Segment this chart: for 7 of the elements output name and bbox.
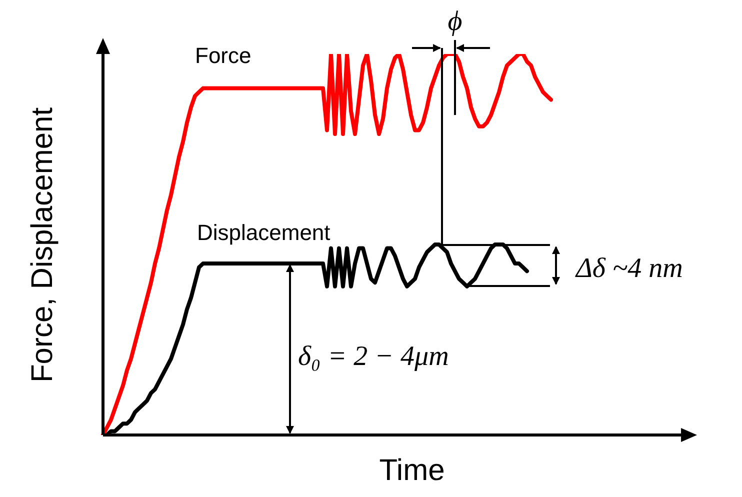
series-label: Force <box>195 43 252 68</box>
text: ϕ <box>448 6 462 37</box>
text: Δδ ~4 nm <box>575 253 683 284</box>
annotation: δ₀ = 2 − 4μm <box>298 341 449 372</box>
series-label: Displacement <box>197 220 330 245</box>
y-axis-title: Force, Displacement <box>26 106 59 383</box>
x-axis-title: Time <box>379 454 445 487</box>
